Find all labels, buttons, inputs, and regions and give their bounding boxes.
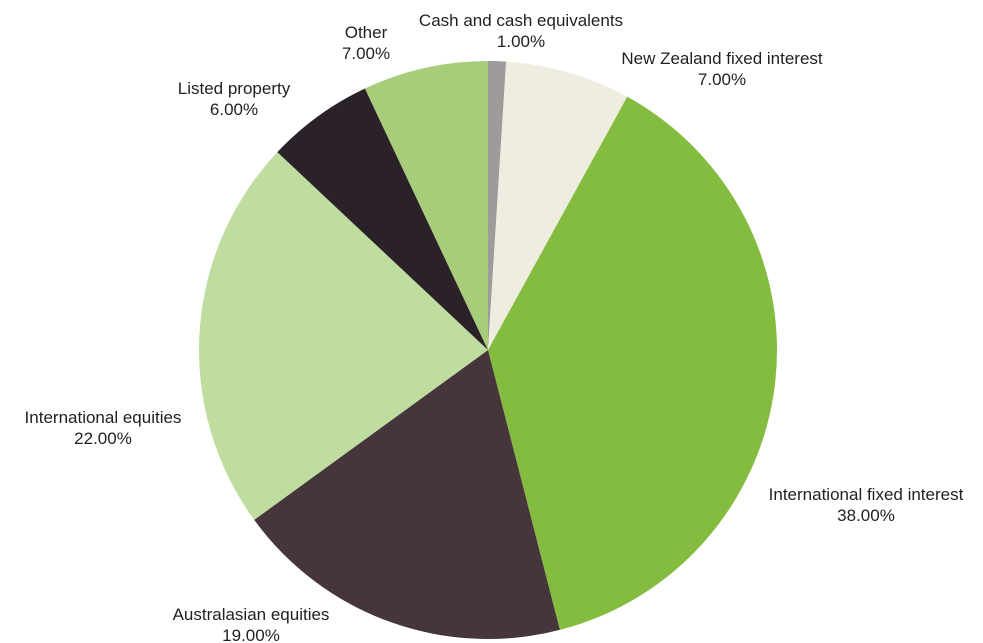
pie-slice-other: [364, 61, 488, 350]
slice-label-value: 1.00%: [497, 32, 545, 51]
pie-slice-international-fixed-interest: [488, 96, 777, 630]
slice-label-value: 6.00%: [210, 100, 258, 119]
slice-label-name: International fixed interest: [769, 485, 964, 504]
pie-slice-cash-and-cash-equivalents: [488, 61, 507, 350]
slice-label-name: Australasian equities: [173, 605, 330, 624]
slice-label-name: New Zealand fixed interest: [621, 49, 823, 68]
slice-label-name: Listed property: [178, 79, 291, 98]
slice-label-value: 7.00%: [698, 70, 746, 89]
slice-label-name: International equities: [25, 408, 182, 427]
slice-label-name: Other: [345, 23, 388, 42]
slice-label-value: 19.00%: [222, 626, 280, 643]
slice-label-value: 22.00%: [74, 429, 132, 448]
slice-label-value: 38.00%: [837, 506, 895, 525]
pie-slice-listed-property: [277, 88, 488, 350]
slice-label-value: 7.00%: [342, 44, 390, 63]
slice-label-listed-property: Listed property 6.00%: [178, 79, 291, 119]
slice-label-international-equities: International equities 22.00%: [25, 408, 182, 448]
slice-label-international-fixed-interest: International fixed interest 38.00%: [769, 485, 964, 525]
slice-label-australasian-equities: Australasian equities 19.00%: [173, 605, 330, 643]
pie-slice-new-zealand-fixed-interest: [488, 61, 628, 350]
slice-label-other: Other 7.00%: [342, 23, 390, 63]
slice-label-name: Cash and cash equivalents: [419, 11, 623, 30]
pie-slice-australasian-equities: [254, 350, 560, 640]
pie-slice-international-equities: [199, 152, 488, 520]
slice-label-cash-and-cash-equivalents: Cash and cash equivalents 1.00%: [419, 11, 623, 51]
slice-label-new-zealand-fixed-interest: New Zealand fixed interest 7.00%: [621, 49, 823, 89]
